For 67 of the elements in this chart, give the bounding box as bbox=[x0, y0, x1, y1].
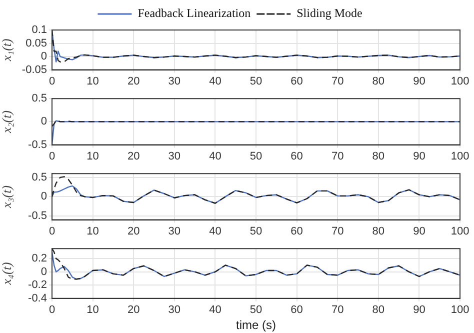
legend-label: Sliding Mode bbox=[296, 6, 362, 20]
x-tick-label: 100 bbox=[450, 75, 470, 88]
x-tick-label: 50 bbox=[250, 150, 262, 162]
x-tick-label: 70 bbox=[331, 225, 344, 238]
x-tick-label: 40 bbox=[209, 304, 222, 316]
x-tick-label: 0 bbox=[48, 75, 56, 88]
y-tick-label: 0 bbox=[40, 266, 47, 278]
x-tick-label: 20 bbox=[127, 304, 140, 316]
x-tick-label: 10 bbox=[86, 150, 99, 162]
x-tick-label: 100 bbox=[450, 225, 470, 238]
x-tick-label: 70 bbox=[331, 304, 344, 316]
y-tick-label: -0.4 bbox=[28, 292, 47, 304]
x-tick-label: 90 bbox=[413, 225, 426, 238]
y-tick-label: 0 bbox=[40, 190, 47, 203]
legend-label: Feadback Linearization bbox=[138, 6, 251, 20]
x-tick-label: 80 bbox=[372, 150, 385, 162]
x-tick-label: 60 bbox=[290, 75, 303, 88]
x-tick-label: 50 bbox=[250, 304, 262, 316]
y-tick-label: -0.5 bbox=[28, 138, 47, 151]
y-tick-label: 0.5 bbox=[32, 92, 47, 105]
x-tick-label: 80 bbox=[372, 75, 385, 88]
x-tick-label: 90 bbox=[413, 150, 426, 162]
x-tick-label: 30 bbox=[168, 304, 181, 316]
x-tick-label: 90 bbox=[413, 75, 426, 88]
y-tick-label: 0.05 bbox=[26, 37, 47, 50]
x-tick-label: 10 bbox=[86, 304, 99, 316]
y-tick-label: -0.2 bbox=[28, 279, 47, 292]
x-tick-label: 30 bbox=[168, 225, 181, 238]
x-tick-label: 0 bbox=[48, 304, 56, 316]
x-tick-label: 60 bbox=[290, 225, 303, 238]
y-tick-label: 0 bbox=[40, 116, 47, 128]
y-axis-title: x₂(t) bbox=[0, 110, 14, 134]
x-tick-label: 50 bbox=[250, 75, 262, 88]
y-tick-label: 0 bbox=[40, 50, 47, 63]
x-tick-label: 10 bbox=[86, 225, 99, 238]
x-tick-label: 70 bbox=[331, 150, 344, 162]
x-tick-label: 80 bbox=[372, 225, 385, 238]
x-tick-label: 40 bbox=[209, 75, 222, 88]
x-tick-label: 0 bbox=[48, 150, 56, 162]
x-tick-label: 40 bbox=[209, 225, 222, 238]
x-tick-label: 40 bbox=[209, 150, 222, 162]
x-tick-label: 20 bbox=[127, 150, 140, 162]
y-tick-label: -0.5 bbox=[28, 210, 47, 222]
y-axis-title: x₃(t) bbox=[0, 185, 14, 209]
x-tick-label: 10 bbox=[86, 75, 99, 88]
y-tick-label: 0.1 bbox=[32, 24, 47, 36]
x-tick-label: 0 bbox=[48, 225, 56, 238]
x-tick-label: 60 bbox=[290, 150, 303, 162]
x-tick-label: 60 bbox=[290, 304, 303, 316]
x-tick-label: 50 bbox=[250, 225, 262, 238]
x-tick-label: 90 bbox=[413, 304, 426, 316]
x-tick-label: 70 bbox=[331, 75, 344, 88]
line-series bbox=[52, 120, 460, 127]
x-tick-label: 30 bbox=[168, 75, 181, 88]
x-tick-label: 30 bbox=[168, 150, 181, 162]
x-tick-label: 80 bbox=[372, 304, 385, 316]
x-tick-label: 100 bbox=[450, 304, 470, 316]
y-tick-label: 0.2 bbox=[32, 252, 47, 265]
x-axis-title: time (s) bbox=[236, 318, 276, 332]
y-axis-title: x₁(t) bbox=[0, 38, 14, 62]
x-tick-label: 100 bbox=[450, 150, 470, 162]
y-axis-title: x₄(t) bbox=[0, 262, 14, 286]
line-series bbox=[52, 176, 460, 204]
y-tick-label: -0.05 bbox=[22, 64, 47, 76]
y-tick-label: 0.5 bbox=[32, 171, 47, 184]
x-tick-label: 20 bbox=[127, 225, 140, 238]
x-tick-label: 20 bbox=[127, 75, 140, 88]
